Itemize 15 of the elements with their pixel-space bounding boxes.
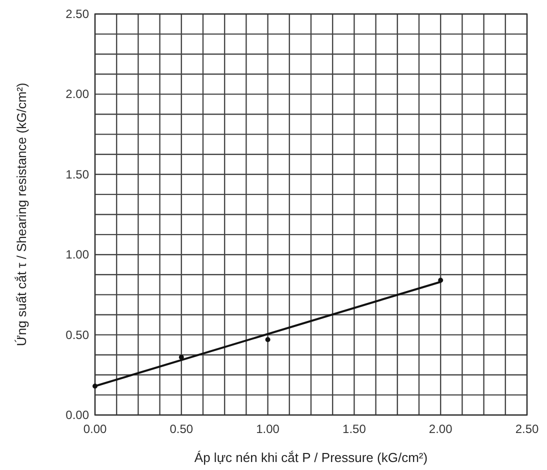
x-tick-label: 2.50 <box>515 422 539 436</box>
x-tick-label: 0.00 <box>83 422 107 436</box>
x-tick-label: 1.00 <box>256 422 280 436</box>
point <box>265 337 270 342</box>
y-tick-label: 1.00 <box>66 248 90 262</box>
y-tick-label: 2.50 <box>66 7 90 21</box>
x-tick-label: 2.00 <box>428 422 453 436</box>
x-axis-title: Áp lực nén khi cắt P / Pressure (kG/cm²) <box>194 450 428 465</box>
y-tick-label: 0.50 <box>66 328 90 342</box>
y-tick-label: 0.00 <box>66 408 90 422</box>
y-axis-title: Ứng suất cắt τ / Shearing resistance (kG/cm²) <box>14 82 29 346</box>
x-tick-label: 1.50 <box>342 422 366 436</box>
x-tick-label: 0.50 <box>170 422 194 436</box>
y-tick-label: 1.50 <box>66 167 90 182</box>
y-tick-label: 2.00 <box>66 87 90 102</box>
